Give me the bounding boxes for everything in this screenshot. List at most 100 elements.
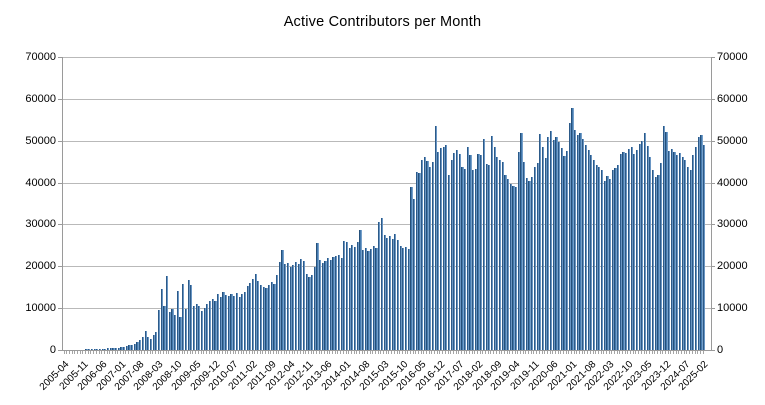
y-axis-label-left: 50000 bbox=[25, 134, 56, 147]
bar bbox=[490, 136, 494, 350]
y-axis-label-left: 10000 bbox=[25, 302, 56, 315]
gridline bbox=[63, 99, 711, 100]
gridline bbox=[63, 183, 711, 184]
x-tick bbox=[600, 351, 602, 354]
x-tick bbox=[375, 351, 377, 354]
x-tick bbox=[385, 351, 387, 354]
bar bbox=[168, 311, 171, 350]
bar bbox=[434, 126, 437, 350]
bar bbox=[120, 347, 123, 350]
x-tick bbox=[380, 351, 382, 354]
x-tick bbox=[95, 351, 97, 354]
x-tick bbox=[643, 351, 645, 354]
bar bbox=[407, 249, 410, 350]
y-axis-label-left: 30000 bbox=[25, 218, 56, 231]
x-tick bbox=[350, 351, 352, 354]
bar bbox=[480, 155, 483, 350]
bar bbox=[523, 162, 526, 350]
bar bbox=[375, 247, 378, 350]
x-tick bbox=[168, 351, 170, 354]
x-tick bbox=[463, 351, 465, 354]
bar bbox=[82, 349, 85, 350]
bar bbox=[686, 166, 690, 350]
x-tick bbox=[565, 351, 567, 354]
bar bbox=[125, 346, 128, 350]
bar bbox=[552, 140, 555, 350]
x-tick bbox=[302, 351, 304, 354]
bar bbox=[179, 316, 182, 350]
bar bbox=[246, 285, 249, 350]
bar bbox=[206, 304, 209, 350]
bar bbox=[174, 314, 177, 350]
bar bbox=[469, 155, 472, 350]
bar bbox=[211, 299, 214, 350]
x-tick bbox=[691, 351, 693, 354]
x-tick bbox=[436, 351, 438, 354]
bar bbox=[217, 293, 220, 350]
gridline bbox=[63, 141, 711, 142]
x-tick bbox=[334, 351, 336, 354]
bar bbox=[155, 332, 158, 350]
bar bbox=[227, 296, 230, 350]
x-tick bbox=[530, 351, 532, 354]
x-tick bbox=[447, 351, 449, 354]
y-tick-left bbox=[58, 308, 62, 310]
bar bbox=[431, 161, 434, 350]
x-tick bbox=[608, 351, 610, 354]
bar bbox=[268, 284, 271, 350]
x-tick bbox=[128, 351, 130, 354]
bar bbox=[418, 173, 421, 350]
x-tick bbox=[216, 351, 218, 354]
x-tick bbox=[635, 351, 637, 354]
x-tick bbox=[576, 351, 578, 354]
x-tick bbox=[587, 351, 589, 354]
bar bbox=[235, 293, 239, 350]
bar bbox=[697, 137, 700, 350]
bar bbox=[493, 147, 496, 350]
bar bbox=[509, 183, 512, 350]
x-tick bbox=[514, 351, 516, 354]
bar bbox=[284, 264, 287, 350]
bar bbox=[437, 151, 440, 350]
x-tick bbox=[307, 351, 309, 354]
x-tick bbox=[622, 351, 624, 354]
bar bbox=[660, 163, 663, 350]
x-tick bbox=[407, 351, 409, 354]
bar bbox=[311, 275, 314, 350]
bar bbox=[576, 135, 579, 350]
bar bbox=[528, 181, 531, 350]
bar bbox=[429, 167, 432, 350]
x-tick bbox=[348, 351, 350, 354]
bar bbox=[362, 249, 365, 350]
bar bbox=[370, 248, 373, 350]
bar bbox=[657, 174, 660, 350]
bar bbox=[426, 160, 429, 350]
x-tick bbox=[431, 351, 433, 354]
x-tick bbox=[254, 351, 256, 354]
bar bbox=[684, 160, 687, 350]
bar bbox=[662, 126, 665, 350]
chart-title: Active Contributors per Month bbox=[283, 14, 482, 30]
bar bbox=[606, 176, 609, 350]
x-tick bbox=[681, 351, 683, 354]
x-tick bbox=[595, 351, 597, 354]
x-tick bbox=[278, 351, 280, 354]
x-tick bbox=[154, 351, 156, 354]
x-tick bbox=[503, 351, 505, 354]
bar bbox=[289, 267, 292, 350]
bar bbox=[313, 266, 316, 350]
bar bbox=[498, 160, 502, 350]
x-tick bbox=[181, 351, 183, 354]
bar bbox=[525, 178, 528, 350]
bar bbox=[485, 163, 488, 350]
bar bbox=[410, 187, 413, 350]
y-axis-label-right: 50000 bbox=[717, 134, 748, 147]
x-tick bbox=[321, 351, 323, 354]
bar bbox=[182, 283, 185, 350]
x-tick bbox=[133, 351, 135, 354]
x-tick bbox=[520, 351, 522, 354]
bar bbox=[319, 260, 322, 350]
bar bbox=[90, 349, 94, 350]
x-tick bbox=[589, 351, 591, 354]
